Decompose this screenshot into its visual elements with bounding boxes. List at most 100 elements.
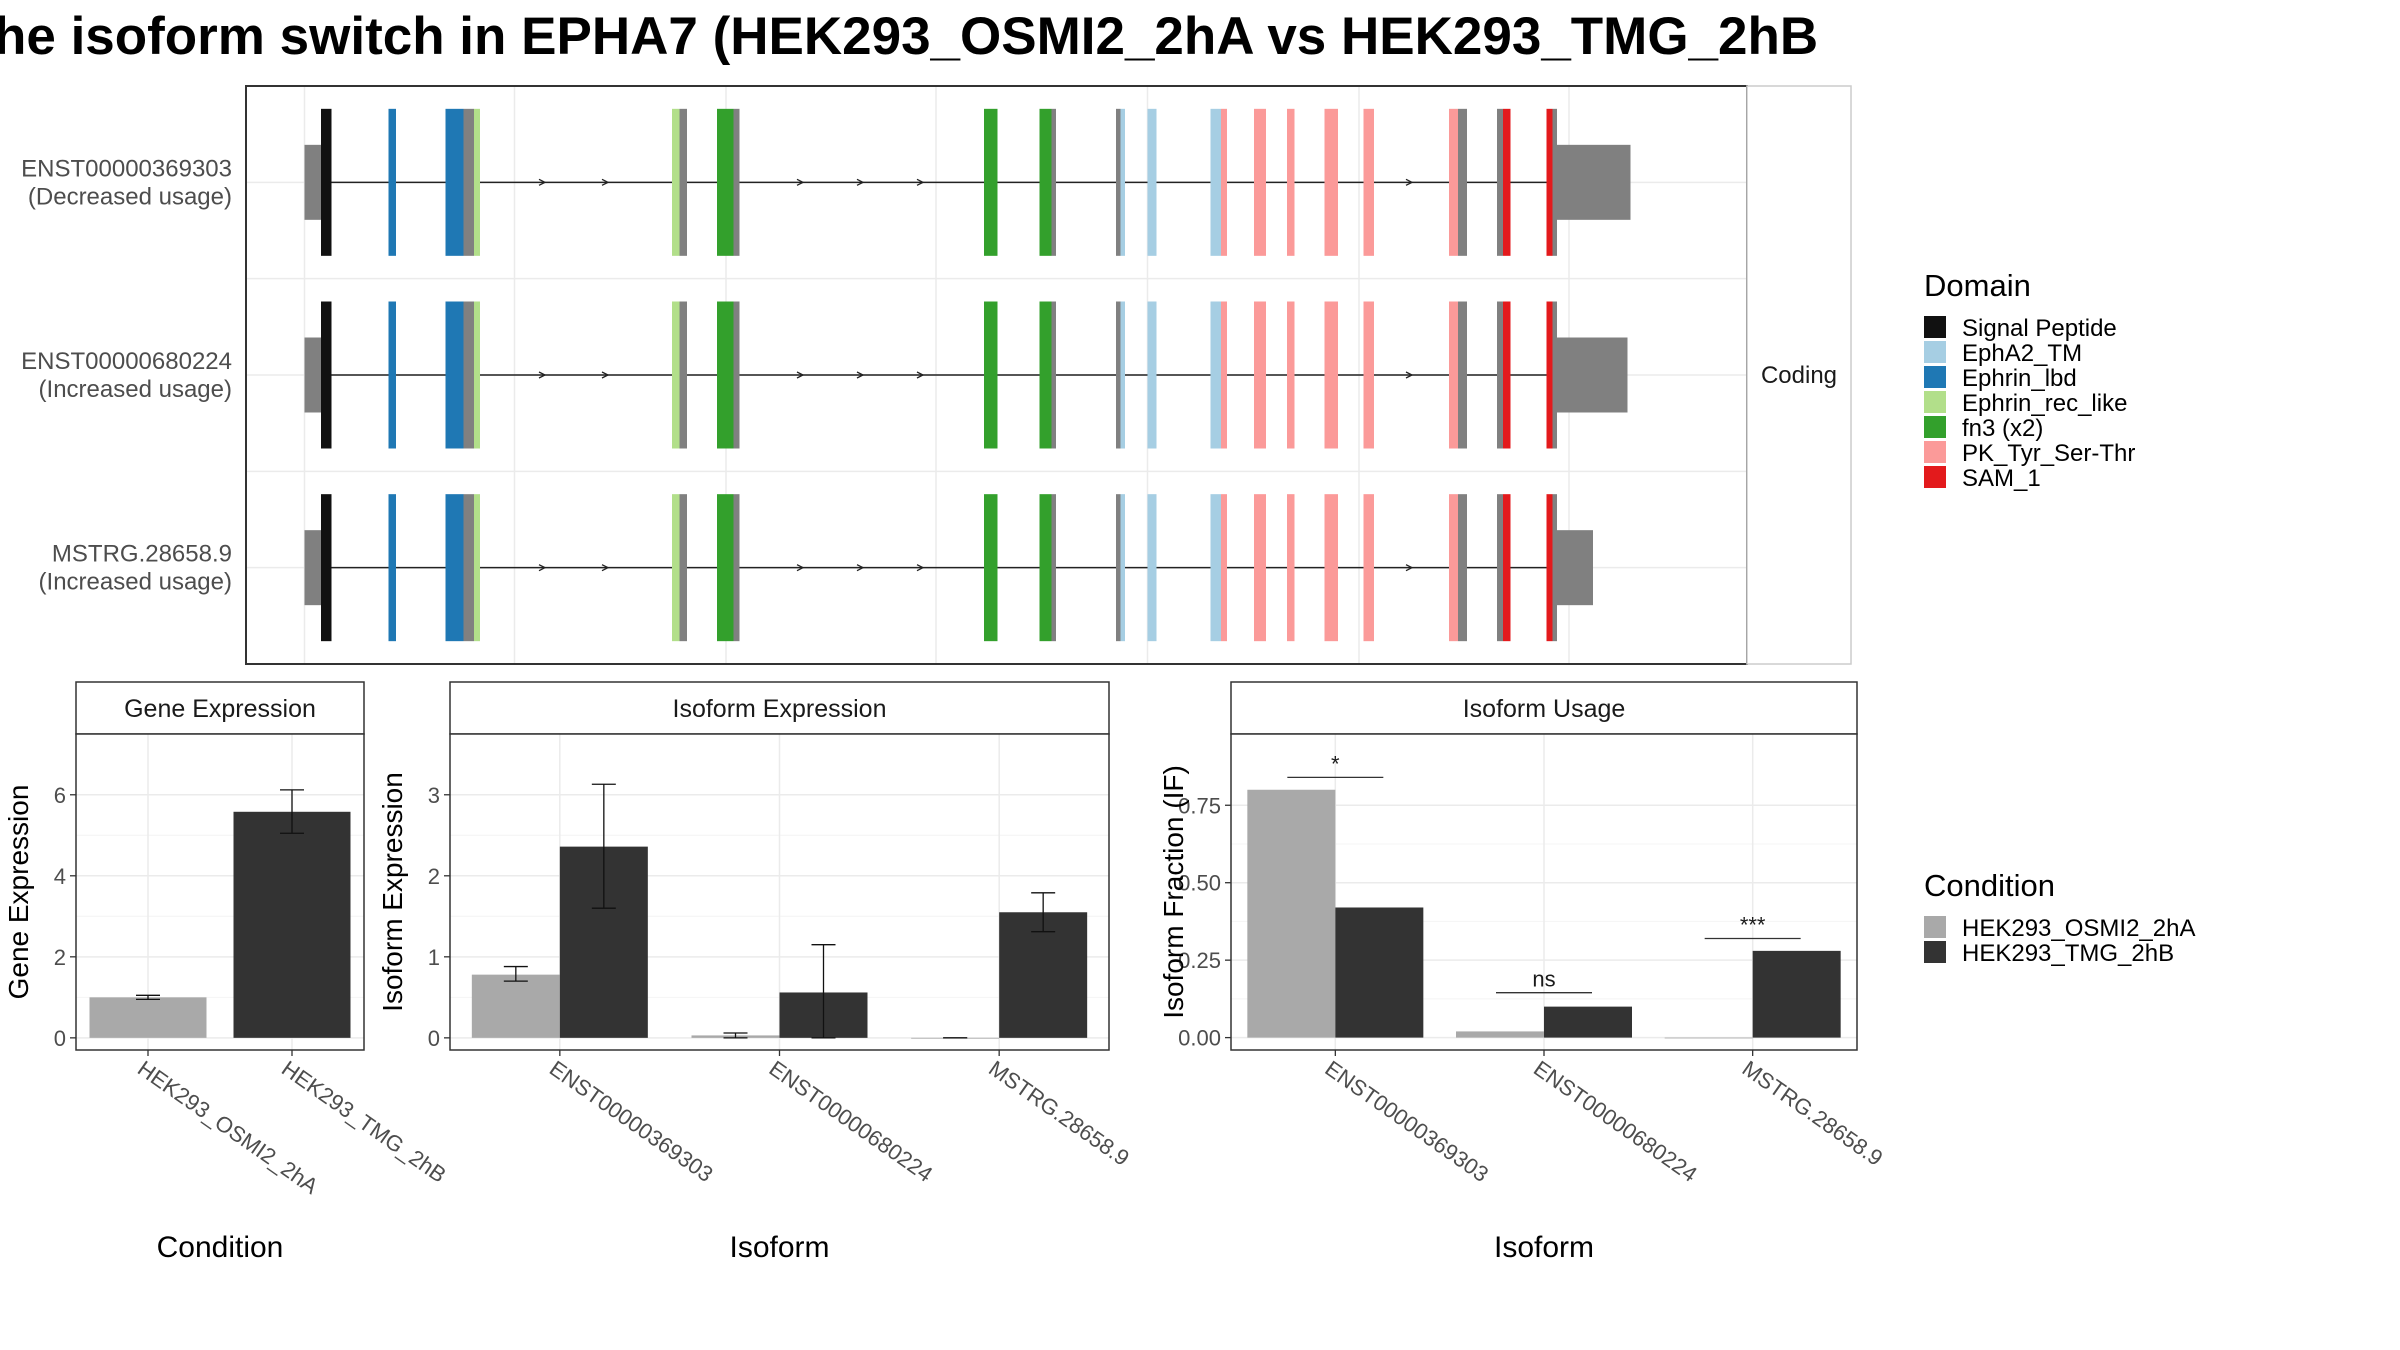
bar — [1456, 1031, 1544, 1038]
exon-block — [1546, 494, 1553, 642]
exon-block — [1497, 494, 1503, 642]
exon-block — [1449, 494, 1458, 642]
y-tick-label: 0.25 — [1178, 948, 1221, 973]
exon-block — [1363, 301, 1374, 449]
strand-arrow — [796, 371, 805, 379]
x-tick-label: MSTRG.28658.9 — [984, 1056, 1134, 1171]
exon-block — [1051, 108, 1056, 256]
strand-arrow — [601, 371, 610, 379]
structure-facet-label: Coding — [1761, 362, 1837, 389]
strand-arrow — [601, 564, 610, 572]
exon-block — [679, 108, 687, 256]
strand-arrow — [916, 178, 925, 186]
exon-block — [1147, 301, 1157, 449]
exon-block — [1503, 301, 1511, 449]
exon-block — [463, 301, 474, 449]
x-tick-label: MSTRG.28658.9 — [1738, 1056, 1888, 1171]
exon-block — [388, 301, 396, 449]
domain-legend-label: Ephrin_rec_like — [1962, 390, 2127, 417]
strand-arrow — [538, 564, 547, 572]
exon-block — [1449, 108, 1458, 256]
structure-tracks — [304, 108, 1631, 642]
strand-arrow — [856, 178, 865, 186]
transcript-usage-label: (Decreased usage) — [28, 183, 232, 210]
exon-block — [672, 108, 680, 256]
exon-block — [1116, 108, 1121, 256]
exon-block — [445, 108, 464, 256]
utr-block — [304, 144, 321, 220]
strand-arrow — [796, 178, 805, 186]
exon-block — [733, 494, 740, 642]
transcript-id-label: ENST00000369303 — [21, 155, 232, 182]
bar — [471, 974, 560, 1038]
exon-block — [388, 494, 396, 642]
exon-block — [1120, 301, 1125, 449]
domain-legend-swatch — [1924, 341, 1946, 363]
utr-block — [304, 337, 321, 413]
domain-legend: Domain Signal PeptideEphA2_TMEphrin_lbdE… — [1924, 268, 2135, 492]
exon-block — [1051, 494, 1056, 642]
y-axis-title: Gene Expression — [3, 785, 34, 1000]
transcript-labels: ENST00000369303(Decreased usage) ENST0000… — [21, 155, 232, 595]
x-tick-label: ENST00000369303 — [545, 1056, 718, 1187]
exon-block — [1039, 301, 1052, 449]
exon-block — [1254, 494, 1266, 642]
y-tick-label: 0 — [54, 1026, 66, 1051]
exon-block — [1051, 301, 1056, 449]
exon-block — [1287, 494, 1295, 642]
exon-block — [1039, 494, 1052, 642]
bar-panels: Gene Expression0246HEK293_OSMI2_2hAHEK29… — [3, 681, 1888, 1264]
structure-facet-strip — [1746, 85, 1852, 665]
condition-legend-swatch — [1924, 916, 1946, 938]
exon-block — [733, 301, 740, 449]
exon-block — [388, 108, 396, 256]
bar — [89, 997, 207, 1038]
exon-block — [984, 494, 998, 642]
y-tick-label: 0.00 — [1178, 1026, 1221, 1051]
exon-block — [1503, 108, 1511, 256]
exon-block — [445, 494, 464, 642]
significance-label: *** — [1740, 912, 1766, 937]
exon-block — [463, 494, 474, 642]
exon-block — [474, 108, 480, 256]
significance-label: * — [1331, 751, 1340, 776]
domain-legend-swatch — [1924, 391, 1946, 413]
exon-block — [1363, 494, 1374, 642]
exon-block — [463, 108, 474, 256]
exon-block — [984, 108, 998, 256]
transcript-track — [304, 494, 1593, 642]
domain-legend-swatch — [1924, 366, 1946, 388]
domain-legend-swatch — [1924, 416, 1946, 438]
bar — [1335, 907, 1424, 1038]
domain-legend-label: Ephrin_lbd — [1962, 365, 2077, 392]
x-axis-title: Condition — [157, 1231, 284, 1264]
exon-block — [1324, 494, 1338, 642]
exon-block — [1552, 301, 1557, 449]
x-axis-title: Isoform — [729, 1231, 829, 1264]
exon-block — [1497, 108, 1503, 256]
exon-block — [321, 108, 332, 256]
strand-arrow — [856, 564, 865, 572]
significance-label: ns — [1532, 967, 1555, 992]
exon-block — [1503, 494, 1511, 642]
exon-block — [1287, 301, 1295, 449]
exon-block — [1039, 108, 1052, 256]
exon-block — [1458, 301, 1467, 449]
domain-legend-swatch — [1924, 316, 1946, 338]
y-tick-label: 6 — [54, 783, 66, 808]
exon-block — [1546, 301, 1553, 449]
strand-arrow — [1405, 178, 1414, 186]
exon-block — [1552, 108, 1557, 256]
domain-legend-label: fn3 (x2) — [1962, 415, 2043, 442]
utr-block — [1557, 530, 1593, 606]
domain-legend-items: Signal PeptideEphA2_TMEphrin_lbdEphrin_r… — [1924, 315, 2135, 492]
x-tick-label: ENST00000680224 — [765, 1056, 938, 1187]
y-tick-label: 3 — [428, 783, 440, 808]
bar — [1752, 950, 1841, 1038]
exon-block — [1458, 108, 1467, 256]
bar — [1544, 1006, 1632, 1038]
exon-block — [1221, 108, 1227, 256]
y-tick-label: 0.75 — [1178, 793, 1221, 818]
condition-legend-label: HEK293_OSMI2_2hA — [1962, 915, 2195, 942]
